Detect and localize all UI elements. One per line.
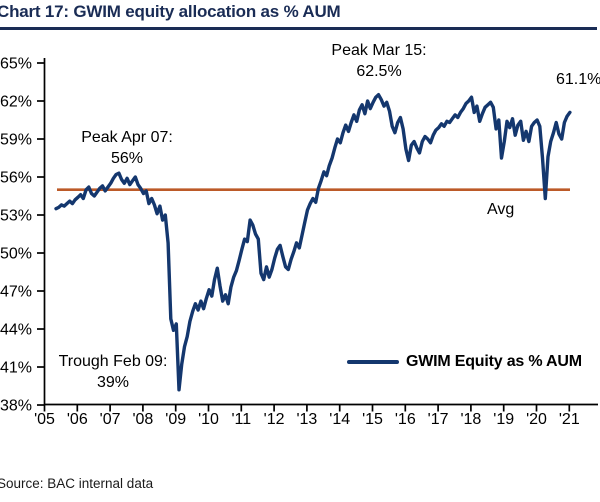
- annotation-line: Peak Apr 07:: [81, 129, 173, 146]
- x-axis-tick-label: '14: [329, 411, 350, 428]
- source-note: Source: BAC internal data: [0, 476, 154, 491]
- annotation-peak-mar15: Peak Mar 15: 62.5%: [294, 40, 464, 82]
- annotation-value: 56%: [110, 150, 144, 167]
- y-axis-tick-label: 38%: [0, 398, 32, 415]
- y-axis-tick-label: 41%: [0, 360, 32, 377]
- series-gwim-equity-line: [54, 92, 572, 392]
- x-axis-tick-label: '09: [165, 411, 186, 428]
- x-axis-tick-label: '17: [428, 411, 449, 428]
- x-axis-tick-label: '11: [231, 411, 251, 428]
- x-axis-tick-label: '05: [34, 411, 55, 428]
- x-axis-tick-label: '20: [526, 411, 547, 428]
- annotation-peak-apr07: Peak Apr 07: 56%: [42, 127, 212, 169]
- title-underline: [0, 27, 597, 30]
- annotation-line: Trough Feb 09:: [58, 353, 168, 370]
- x-axis-tick-label: '07: [100, 411, 121, 428]
- y-axis-tick-label: 59%: [0, 132, 32, 149]
- y-axis-tick-label: 47%: [0, 284, 32, 301]
- legend-label: GWIM Equity as % AUM: [406, 353, 582, 370]
- latest-value-label: 61.1%: [556, 71, 600, 88]
- y-axis-tick-label: 65%: [0, 56, 32, 73]
- x-axis-tick-label: '13: [296, 411, 317, 428]
- y-axis-tick-label: 56%: [0, 170, 32, 187]
- y-axis-tick-label: 50%: [0, 246, 32, 263]
- x-axis-tick-label: '10: [198, 411, 219, 428]
- annotation-value: 39%: [96, 374, 130, 391]
- x-axis-tick-label: '16: [395, 411, 416, 428]
- x-axis-tick-label: '08: [132, 411, 153, 428]
- average-line-label: Avg: [487, 201, 515, 218]
- x-axis-tick-label: '21: [559, 411, 580, 428]
- annotation-line: Peak Mar 15:: [331, 42, 427, 59]
- x-axis-tick-label: '15: [362, 411, 383, 428]
- legend: GWIM Equity as % AUM: [347, 353, 582, 371]
- chart-title: Chart 17: GWIM equity allocation as % AU…: [0, 2, 341, 21]
- y-axis-tick-label: 62%: [0, 94, 32, 111]
- x-axis-tick-label: '12: [264, 411, 285, 428]
- legend-line-swatch: [347, 359, 399, 365]
- annotation-trough-feb09: Trough Feb 09: 39%: [28, 351, 198, 393]
- y-axis-tick-label: 53%: [0, 208, 32, 225]
- x-axis-tick-label: '06: [67, 411, 88, 428]
- x-axis-tick-label: '18: [460, 411, 481, 428]
- y-axis-tick-label: 44%: [0, 322, 32, 339]
- x-axis-tick-label: '19: [493, 411, 514, 428]
- annotation-value: 62.5%: [356, 63, 402, 80]
- chart-canvas: 38% 41% 44% 47% 50% 53% 56% 59% 62% 65% '05 '06 '07 '…: [0, 56, 598, 428]
